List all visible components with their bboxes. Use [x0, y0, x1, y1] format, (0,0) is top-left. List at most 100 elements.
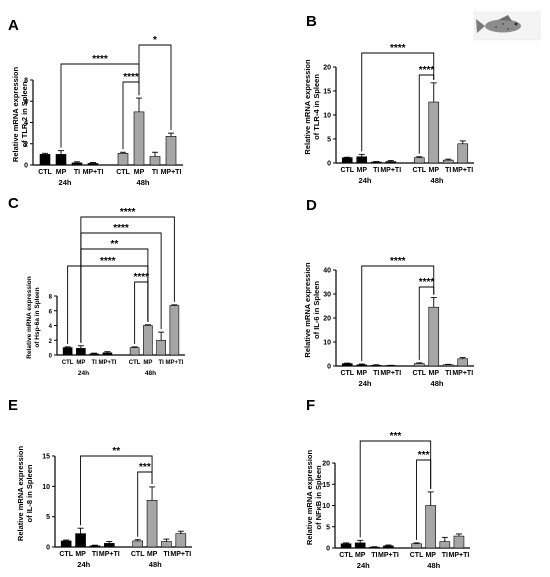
x-tick-label: CTL	[340, 167, 354, 174]
y-axis-label: Relative mRNA expression	[303, 59, 312, 155]
chart-panel-D: 0 10 20 30 40 Relative mRNA expression of IL-6…	[303, 256, 474, 388]
group-label-24h: 24h	[78, 370, 89, 377]
bar-ti-24h	[369, 546, 380, 549]
y-tick-label: 10	[323, 340, 331, 347]
x-tick-label: MP+TI	[165, 360, 183, 366]
x-tick-label: CTL	[410, 552, 424, 559]
significance-bracket	[60, 63, 140, 148]
significance-label: ****	[390, 43, 406, 54]
bar-ctl-24h	[341, 157, 353, 164]
bar-mp-48h	[146, 499, 158, 548]
y-tick-label: 15	[323, 89, 331, 96]
group-label-24h: 24h	[359, 379, 372, 388]
x-tick-label: TI	[91, 360, 97, 366]
bar-ctl-24h	[341, 363, 353, 367]
x-tick-label: TI	[92, 551, 98, 558]
significance-label: ****	[120, 207, 136, 218]
y-axis-label: of TLR-2 in Spleen	[20, 81, 29, 147]
significance-label: **	[112, 446, 120, 457]
x-tick-label: MP	[429, 167, 440, 174]
bar-ti-48h	[439, 541, 451, 549]
bar-mpplusti-48h	[175, 533, 187, 548]
group-label-24h: 24h	[77, 560, 90, 569]
group-label-48h: 48h	[145, 370, 156, 377]
x-tick-label: TI	[158, 360, 164, 366]
significance-label: ***	[139, 462, 151, 473]
y-tick-label: 10	[323, 113, 331, 120]
x-tick-label: MP+TI	[380, 167, 401, 174]
group-label-24h: 24h	[359, 176, 372, 185]
bar-mpplusti-24h	[383, 545, 394, 549]
chart-panel-A: 0 2 4 6 8 Relative mRNA expression of TLR-2 in…	[11, 35, 183, 187]
bar-ctl-48h	[132, 540, 143, 548]
significance-label: ****	[419, 277, 435, 288]
x-tick-label: CTL	[412, 167, 426, 174]
y-tick-label: 20	[322, 461, 330, 468]
bar-mp-24h	[75, 533, 86, 548]
chart-panel-B: 0 5 10 15 20 Relative mRNA expression of TLR-4…	[303, 43, 474, 185]
y-tick-label: 10	[42, 484, 50, 491]
bar-ti-48h	[149, 156, 161, 166]
bar-mp-48h	[428, 306, 440, 367]
y-tick-label: 20	[323, 316, 331, 323]
x-tick-label: MP	[75, 551, 86, 558]
bar-ti-48h	[442, 364, 454, 367]
y-tick-label: 6	[24, 99, 28, 106]
y-tick-label: 0	[327, 161, 331, 168]
bar-mpplusti-48h	[165, 136, 177, 166]
y-axis-label: of TLR-4 in Spleen	[312, 74, 321, 140]
x-tick-label: MP	[134, 169, 145, 176]
bar-ti-48h	[442, 159, 454, 164]
bar-ctl-24h	[340, 543, 352, 549]
y-tick-label: 0	[327, 364, 331, 371]
y-tick-label: 20	[323, 65, 331, 72]
y-tick-label: 15	[322, 482, 330, 489]
bar-mp-24h	[354, 542, 366, 549]
significance-bracket	[80, 455, 153, 526]
x-tick-label: MP	[357, 167, 368, 174]
y-axis-label: of IL-8 in Spleen	[25, 464, 34, 522]
panel-letter-F: F	[306, 397, 315, 414]
significance-label: **	[110, 239, 118, 250]
x-tick-label: MP+TI	[380, 370, 401, 377]
bar-mpplusti-24h	[104, 543, 115, 548]
y-tick-label: 8	[24, 78, 28, 85]
x-tick-label: MP	[147, 551, 158, 558]
group-label-48h: 48h	[137, 178, 150, 187]
significance-bracket	[361, 52, 435, 152]
x-tick-label: MP+TI	[378, 552, 399, 559]
group-label-48h: 48h	[427, 561, 440, 570]
y-tick-label: 2	[24, 141, 28, 148]
significance-bracket	[122, 81, 140, 150]
significance-label: ****	[153, 0, 169, 3]
x-tick-label: TI	[152, 169, 158, 176]
x-tick-label: TI	[442, 552, 448, 559]
x-tick-label: CTL	[59, 551, 73, 558]
bar-ti-24h	[71, 162, 83, 166]
panel-letter-B: B	[306, 13, 317, 30]
significance-bracket	[134, 281, 149, 344]
x-tick-label: MP+TI	[98, 360, 116, 366]
bar-ti-24h	[370, 364, 382, 367]
x-tick-label: TI	[74, 169, 80, 176]
x-tick-label: TI	[445, 370, 451, 377]
y-axis-label: of Hsp-6a in Spleen	[34, 287, 41, 347]
bar-mpplusti-48h	[457, 143, 469, 164]
y-tick-label: 30	[323, 292, 331, 299]
x-tick-label: CTL	[339, 552, 353, 559]
bar-mpplusti-24h	[385, 161, 397, 164]
significance-label: ****	[92, 54, 108, 65]
significance-bracket	[361, 265, 435, 362]
y-tick-label: 0	[49, 354, 53, 360]
bar-mp-48h	[425, 505, 436, 549]
bar-ctl-48h	[411, 543, 422, 549]
x-tick-label: CTL	[129, 360, 141, 366]
bar-mp-24h	[356, 156, 368, 164]
x-tick-label: CTL	[116, 169, 130, 176]
significance-label: ***	[418, 450, 430, 461]
bar-mpplusti-48h	[169, 305, 180, 356]
bar-ti-24h	[89, 353, 99, 356]
bar-ctl-48h	[413, 157, 425, 164]
group-label-24h: 24h	[357, 561, 370, 570]
